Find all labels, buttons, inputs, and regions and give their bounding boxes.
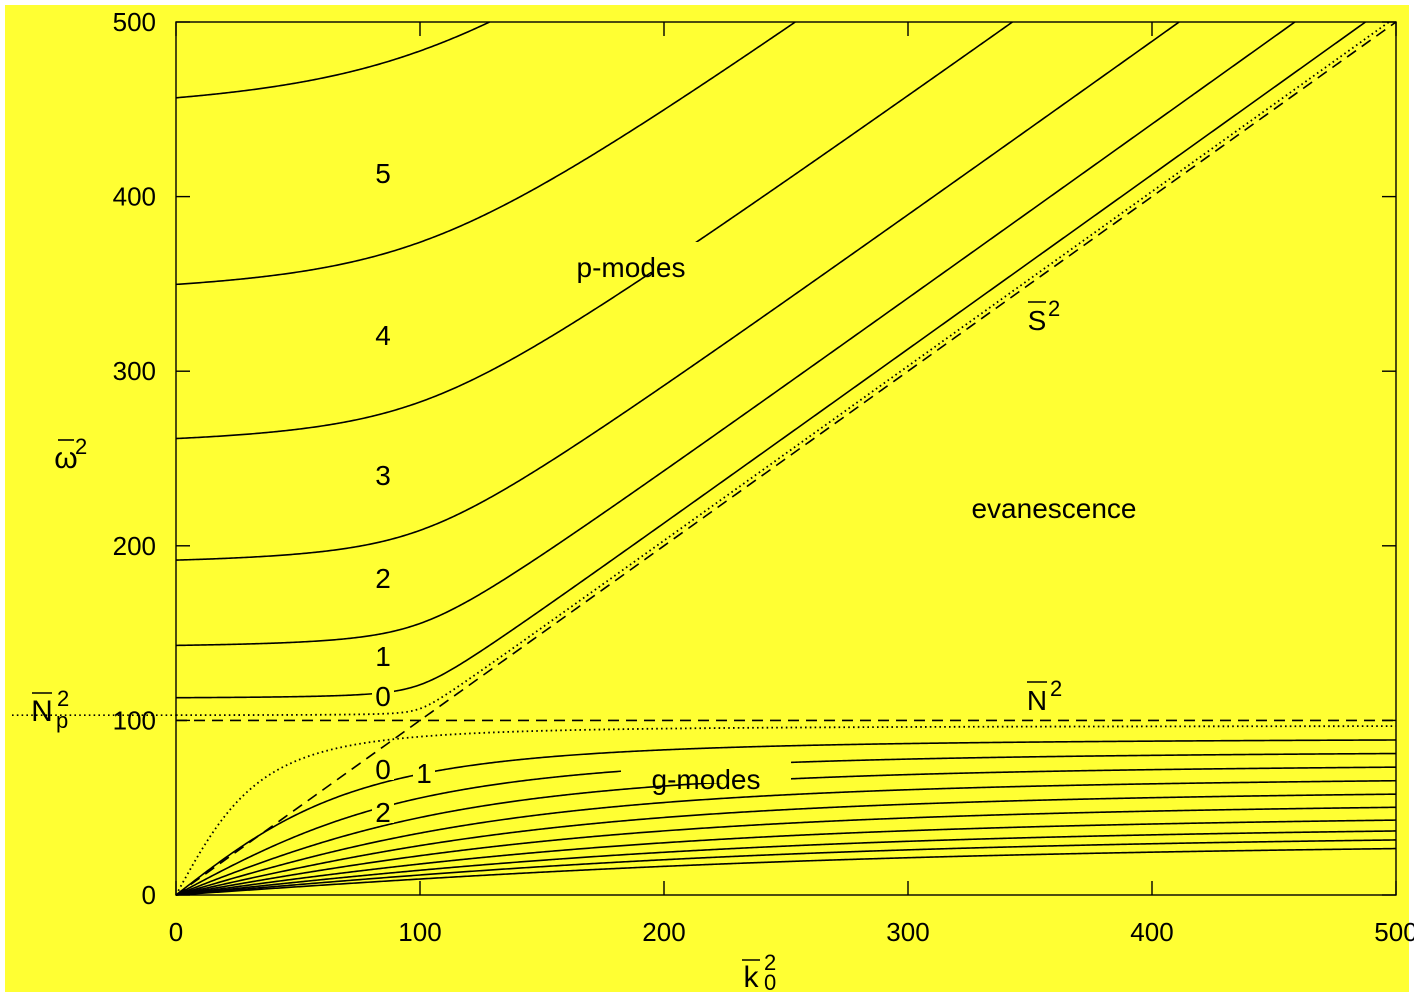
s2-reference-line <box>175 21 1397 896</box>
g-mode-curve-7 <box>175 819 1397 896</box>
np-sup: 2 <box>57 686 69 711</box>
s2-base: S <box>1028 305 1047 336</box>
g-mode-curve-10 <box>175 847 1397 896</box>
g-modes-label: g-modes <box>652 764 761 795</box>
label-gap <box>372 567 394 589</box>
label-gap <box>372 324 394 346</box>
y-tick-label: 500 <box>113 7 156 37</box>
x-label-sup: 2 <box>764 950 776 975</box>
label-gap <box>372 685 394 707</box>
g-mode-curve-5 <box>175 793 1397 896</box>
axis-labels: ω 2 k 2 0 N 2 p <box>31 434 776 995</box>
y-tick-label: 400 <box>113 182 156 212</box>
np-base: N <box>31 695 53 728</box>
s2-sup: 2 <box>1048 296 1060 321</box>
p-mode-curve-6 <box>175 21 490 99</box>
p-modes-label: p-modes <box>577 252 686 283</box>
chart-background <box>5 5 1409 992</box>
x-tick-label: 100 <box>398 917 441 947</box>
x-tick-label: 500 <box>1374 917 1414 947</box>
p-mode-label-5: 5 <box>375 158 391 189</box>
label-gap <box>372 645 394 667</box>
plot-area <box>175 21 1397 896</box>
y-tick-label: 300 <box>113 356 156 386</box>
p-mode-label-0: 0 <box>375 681 391 712</box>
p-mode-label-2: 2 <box>375 563 391 594</box>
s2-curve-label: S 2 <box>1028 296 1061 336</box>
label-gap <box>372 801 394 823</box>
x-label-sub: 0 <box>764 970 776 995</box>
label-gap <box>621 753 791 783</box>
g-mode-label-1: 1 <box>416 758 432 789</box>
p-mode-label-3: 3 <box>375 460 391 491</box>
label-gap <box>413 762 435 784</box>
y-label-sup: 2 <box>75 434 87 459</box>
p-mode-label-1: 1 <box>375 641 391 672</box>
g-mode-curve-0 <box>175 725 1396 896</box>
x-tick-label: 0 <box>169 917 183 947</box>
curve-layer <box>12 21 1397 896</box>
n2-curve-label: N 2 <box>1027 676 1062 716</box>
x-tick-label: 300 <box>886 917 929 947</box>
np-sub: p <box>56 708 68 733</box>
y-tick-label: 0 <box>142 880 156 910</box>
p-mode-label-4: 4 <box>375 320 391 351</box>
y-tick-label: 200 <box>113 531 156 561</box>
g-mode-curve-4 <box>175 779 1397 896</box>
np-label: N 2 p <box>31 686 69 733</box>
y-tick-label: 100 <box>113 705 156 735</box>
curve-labels: 0 1 2 3 4 5 0 1 2 p-modes g-modes evanes… <box>375 158 1136 828</box>
g-mode-label-2: 2 <box>375 797 391 828</box>
x-tick-label: 400 <box>1130 917 1173 947</box>
p-mode-curve-4 <box>175 21 1013 440</box>
label-gap <box>372 464 394 486</box>
g-mode-curve-6 <box>175 806 1397 896</box>
p-mode-curve-5 <box>175 21 796 286</box>
n2-sup: 2 <box>1050 676 1062 701</box>
p-mode-curve-3 <box>175 21 1180 561</box>
label-gap <box>561 242 701 272</box>
g-mode-label-0: 0 <box>375 754 391 785</box>
g-mode-curve-9 <box>175 839 1397 896</box>
x-label-base: k <box>744 961 760 994</box>
evanescence-label: evanescence <box>971 493 1136 524</box>
g-mode-curve-1 <box>175 739 1397 896</box>
x-axis-label: k 2 0 <box>742 950 776 995</box>
x-tick-label: 200 <box>642 917 685 947</box>
p-mode-curve-0 <box>176 21 1390 717</box>
p-mode-curve-2 <box>175 21 1296 647</box>
g-mode-curve-8 <box>175 830 1397 896</box>
label-gap <box>372 162 394 184</box>
n2-base: N <box>1027 685 1047 716</box>
y-label-base: ω <box>54 442 77 475</box>
label-gap <box>372 758 394 780</box>
y-axis-label: ω 2 <box>54 434 87 475</box>
